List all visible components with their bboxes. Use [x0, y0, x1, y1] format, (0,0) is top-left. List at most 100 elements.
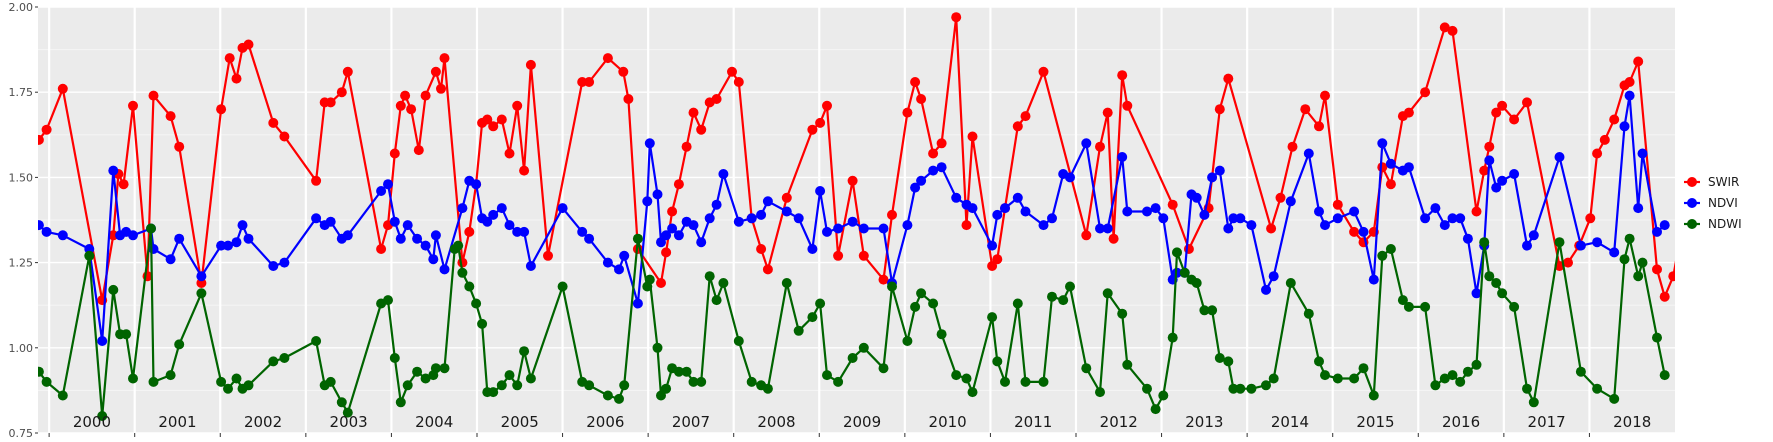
- ndvi-point: [673, 230, 684, 241]
- ndvi-point: [1000, 203, 1010, 214]
- legend-label-ndvi: NDVI: [1708, 196, 1738, 210]
- swir-point: [148, 90, 159, 101]
- ndvi-point: [833, 223, 844, 234]
- ndwi-point: [389, 353, 400, 363]
- ndvi-point: [1228, 213, 1239, 224]
- swir-point: [389, 148, 400, 159]
- ndvi-point: [1528, 230, 1539, 241]
- ndwi-point: [1207, 305, 1218, 316]
- ndwi-point: [1554, 237, 1565, 248]
- ndwi-point: [887, 281, 897, 292]
- ndvi-point: [1554, 152, 1565, 162]
- ndvi-point: [746, 213, 757, 224]
- swir-point: [847, 175, 858, 186]
- swir-point: [987, 261, 998, 271]
- ndwi-point: [464, 281, 475, 292]
- swir-point: [395, 100, 406, 111]
- ndwi-point: [1000, 376, 1010, 387]
- ndwi-point: [1491, 278, 1502, 288]
- swir-point: [902, 107, 913, 118]
- ndvi-point: [1038, 220, 1049, 231]
- ndwi-point: [1368, 390, 1379, 401]
- year-label: 2004: [415, 413, 453, 431]
- ndwi-point: [38, 366, 44, 377]
- ndvi-point: [928, 165, 939, 176]
- ndvi-point: [1332, 213, 1343, 224]
- ndwi-point: [711, 295, 722, 306]
- ndwi-point: [1430, 380, 1441, 391]
- swir-point: [1652, 264, 1662, 275]
- ndvi-point: [1047, 213, 1057, 224]
- legend-marker-swir: [1687, 177, 1697, 187]
- ndwi-point: [1012, 298, 1023, 309]
- ndwi-point: [243, 380, 254, 391]
- ndwi-point: [1228, 383, 1239, 394]
- ndwi-point: [196, 288, 207, 299]
- swir-point: [1223, 73, 1234, 84]
- ndvi-point: [1349, 206, 1360, 217]
- ndvi-point: [1122, 206, 1133, 217]
- ndvi-point: [1439, 220, 1450, 231]
- swir-point: [688, 107, 699, 118]
- swir-point: [1747, 261, 1757, 271]
- ndwi-point: [336, 397, 347, 408]
- swir-point: [504, 148, 515, 159]
- swir-point: [439, 53, 450, 64]
- ndvi-point: [1368, 274, 1379, 285]
- ndvi-point: [471, 179, 482, 190]
- swir-point: [488, 121, 499, 132]
- ndwi-point: [1420, 301, 1431, 312]
- ndvi-point: [1320, 220, 1330, 231]
- ndvi-point: [1102, 223, 1113, 234]
- year-label: 2012: [1100, 413, 1138, 431]
- ndwi-point: [781, 278, 792, 288]
- ndvi-point: [1261, 284, 1271, 295]
- ndvi-point: [428, 254, 439, 265]
- y-tick-label: 1.00: [9, 342, 34, 355]
- ndvi-point: [1223, 223, 1234, 234]
- ndwi-point: [1095, 387, 1105, 398]
- ndvi-point: [1471, 288, 1482, 299]
- ndvi-point: [231, 237, 242, 248]
- ndwi-point: [1349, 373, 1360, 384]
- swir-point: [1300, 104, 1311, 115]
- ndvi-point: [718, 169, 729, 179]
- ndwi-point: [1497, 288, 1508, 299]
- swir-point: [577, 77, 588, 87]
- ndvi-point: [1065, 172, 1075, 183]
- ndvi-point: [1303, 148, 1314, 159]
- ndvi-point: [1268, 271, 1279, 282]
- swir-point: [311, 175, 322, 186]
- swir-point: [1484, 141, 1495, 152]
- swir-point: [496, 114, 507, 125]
- swir-point: [936, 138, 947, 149]
- swir-point: [711, 94, 722, 104]
- swir-point: [406, 104, 417, 115]
- ndwi-point: [1462, 366, 1473, 377]
- swir-point: [231, 73, 242, 84]
- ndvi-point: [1142, 206, 1152, 217]
- year-label: 2011: [1014, 413, 1052, 431]
- ndwi-point: [1223, 356, 1234, 367]
- legend: SWIR NDVI NDWI: [1684, 175, 1742, 231]
- ndwi-point: [1246, 383, 1257, 394]
- swir-point: [733, 77, 744, 87]
- ndwi-point: [992, 356, 1003, 367]
- ndvi-point: [1491, 182, 1502, 193]
- swir-point: [400, 90, 411, 101]
- ndwi-point: [961, 373, 972, 384]
- ndwi-point: [584, 380, 595, 391]
- year-label: 2000: [73, 413, 111, 431]
- ndvi-point: [1462, 233, 1473, 244]
- ndvi-point: [1624, 90, 1635, 101]
- swir-point: [342, 66, 353, 77]
- swir-point: [967, 131, 978, 142]
- ndvi-point: [38, 220, 44, 231]
- ndvi-point: [196, 271, 207, 282]
- ndvi-point: [987, 240, 998, 251]
- swir-point: [224, 53, 235, 64]
- ndvi-point: [858, 223, 869, 234]
- swir-point: [1385, 179, 1396, 190]
- swir-point: [519, 165, 530, 176]
- swir-point: [1332, 199, 1343, 210]
